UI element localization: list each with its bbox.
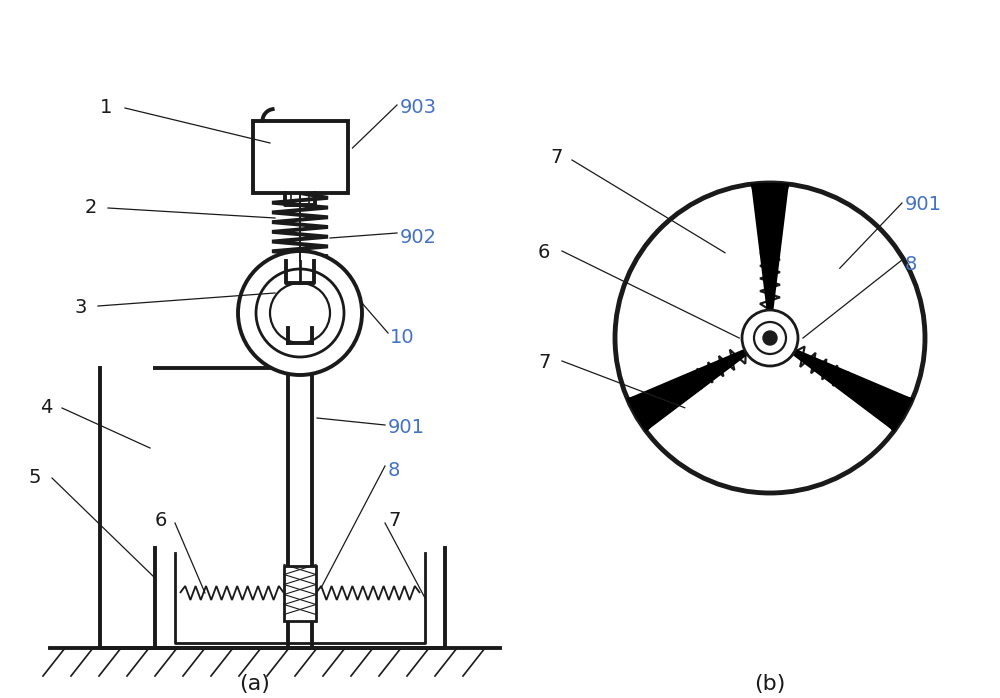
- Text: 7: 7: [550, 148, 562, 167]
- Circle shape: [256, 269, 344, 357]
- Polygon shape: [627, 385, 689, 431]
- Polygon shape: [751, 184, 789, 245]
- Text: 901: 901: [388, 418, 425, 437]
- Text: 1: 1: [100, 98, 112, 117]
- Text: 903: 903: [400, 98, 437, 117]
- Wedge shape: [627, 338, 770, 431]
- Circle shape: [615, 183, 925, 493]
- Circle shape: [763, 331, 777, 345]
- Circle shape: [754, 322, 786, 354]
- Circle shape: [742, 310, 798, 366]
- Circle shape: [238, 251, 362, 375]
- Text: 7: 7: [538, 353, 550, 372]
- Text: (b): (b): [754, 674, 786, 694]
- Wedge shape: [770, 338, 913, 431]
- Text: 2: 2: [85, 198, 97, 217]
- Text: 4: 4: [40, 398, 52, 417]
- Text: 901: 901: [905, 195, 942, 214]
- Wedge shape: [751, 183, 789, 338]
- Polygon shape: [851, 385, 913, 431]
- Bar: [252, 121, 348, 193]
- Text: 7: 7: [388, 511, 400, 530]
- Text: 6: 6: [155, 511, 167, 530]
- Circle shape: [270, 283, 330, 343]
- Text: 8: 8: [388, 461, 400, 480]
- Text: (a): (a): [240, 674, 270, 694]
- Text: 10: 10: [390, 328, 415, 347]
- Text: 5: 5: [28, 468, 40, 487]
- Text: 6: 6: [538, 243, 550, 262]
- Text: 8: 8: [905, 255, 917, 274]
- Text: 902: 902: [400, 228, 437, 247]
- Bar: [284, 565, 316, 621]
- Text: 3: 3: [75, 298, 87, 317]
